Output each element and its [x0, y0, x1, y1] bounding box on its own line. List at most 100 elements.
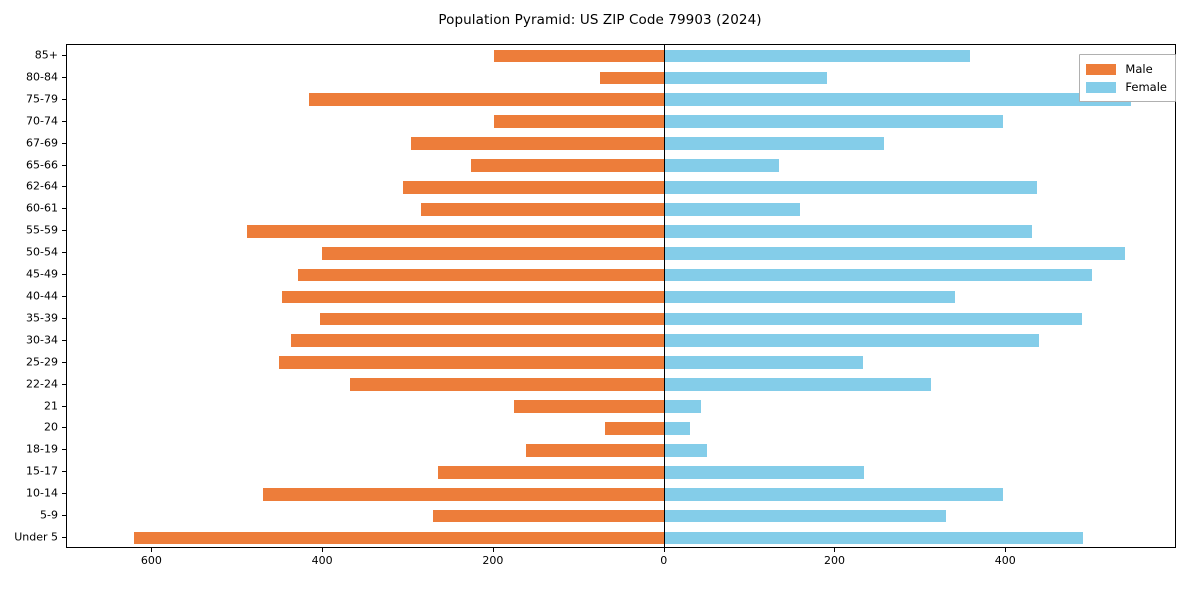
bar-male[interactable]: [403, 181, 665, 194]
bar-female[interactable]: [664, 531, 1084, 545]
bar-female[interactable]: [664, 159, 780, 172]
bar-female[interactable]: [664, 115, 1003, 129]
x-tick-mark: [663, 548, 665, 552]
bar-male[interactable]: [514, 400, 665, 413]
y-tick-label: 70-74: [26, 114, 58, 128]
x-tick-label: 200: [482, 554, 504, 567]
y-tick-label: 55-59: [26, 223, 58, 237]
x-tick-mark: [151, 548, 153, 552]
bar-female[interactable]: [664, 49, 970, 63]
y-tick-label: 22-24: [26, 377, 58, 391]
y-tick-mark: [62, 76, 66, 78]
y-tick-label: 60-61: [26, 201, 58, 215]
bar-female[interactable]: [664, 444, 708, 457]
bar-male[interactable]: [604, 422, 665, 435]
y-tick-mark: [62, 120, 66, 122]
bar-row: [67, 246, 1175, 260]
bar-female[interactable]: [664, 93, 1131, 107]
y-tick-label: 18-19: [26, 442, 58, 456]
bar-male[interactable]: [599, 71, 665, 85]
bar-male[interactable]: [525, 444, 665, 457]
y-tick-mark: [62, 515, 66, 517]
y-tick-label: 40-44: [26, 289, 58, 303]
y-tick-mark: [62, 427, 66, 429]
legend-swatch-male-icon: [1086, 63, 1117, 75]
x-tick-mark: [492, 548, 494, 552]
bar-male[interactable]: [263, 487, 665, 501]
x-tick-label: 400: [311, 554, 333, 567]
x-tick-label: 200: [823, 554, 845, 567]
y-tick-mark: [62, 230, 66, 232]
bar-male[interactable]: [133, 531, 665, 545]
bar-row: [67, 334, 1175, 348]
bar-male[interactable]: [493, 49, 665, 63]
x-tick-label: 0: [660, 554, 668, 567]
bar-female[interactable]: [664, 71, 827, 85]
bar-male[interactable]: [247, 224, 665, 238]
y-tick-label: 67-69: [26, 136, 58, 150]
bar-female[interactable]: [664, 378, 932, 391]
y-tick-mark: [62, 296, 66, 297]
bar-female[interactable]: [664, 334, 1039, 348]
y-tick-label: 50-54: [26, 245, 58, 259]
bar-male[interactable]: [411, 137, 665, 150]
bar-female[interactable]: [664, 290, 955, 304]
bar-female[interactable]: [664, 137, 885, 150]
x-tick-label: 400: [994, 554, 1016, 567]
y-tick-label: 75-79: [26, 92, 58, 106]
bar-female[interactable]: [664, 268, 1093, 282]
bar-row: [67, 465, 1175, 479]
bar-row: [67, 444, 1175, 457]
y-tick-mark: [62, 98, 66, 100]
bar-male[interactable]: [493, 115, 665, 129]
bar-female[interactable]: [664, 465, 864, 479]
bar-row: [67, 93, 1175, 107]
legend-entry-female[interactable]: Female: [1086, 78, 1167, 96]
bar-female[interactable]: [664, 509, 946, 523]
bar-female[interactable]: [664, 487, 1003, 501]
chart-legend: Male Female: [1079, 54, 1176, 102]
bar-male[interactable]: [438, 465, 665, 479]
x-tick-mark: [322, 548, 324, 552]
legend-entry-male[interactable]: Male: [1086, 60, 1167, 78]
bar-row: [67, 356, 1175, 370]
bar-male[interactable]: [322, 246, 665, 260]
y-tick-mark: [62, 339, 66, 341]
bar-female[interactable]: [664, 400, 701, 413]
bar-male[interactable]: [297, 268, 665, 282]
y-tick-label: 65-66: [26, 158, 58, 172]
bar-male[interactable]: [290, 334, 665, 348]
bar-female[interactable]: [664, 422, 691, 435]
y-tick-mark: [62, 361, 66, 363]
bar-row: [67, 71, 1175, 85]
bar-row: [67, 422, 1175, 435]
legend-label-male: Male: [1125, 62, 1153, 76]
bar-row: [67, 290, 1175, 304]
y-tick-mark: [62, 164, 66, 166]
bar-male[interactable]: [350, 378, 665, 391]
y-tick-label: 62-64: [26, 179, 58, 193]
bar-male[interactable]: [470, 159, 665, 172]
zero-axis-line: [664, 45, 666, 547]
bar-female[interactable]: [664, 312, 1083, 326]
bar-female[interactable]: [664, 202, 800, 216]
bar-female[interactable]: [664, 181, 1037, 194]
y-tick-label: Under 5: [14, 530, 58, 544]
bar-male[interactable]: [308, 93, 665, 107]
bar-row: [67, 531, 1175, 545]
y-tick-label: 35-39: [26, 311, 58, 325]
bar-male[interactable]: [421, 202, 665, 216]
bar-male[interactable]: [282, 290, 665, 304]
x-tick-mark: [834, 548, 836, 552]
y-tick-label: 85+: [34, 48, 58, 62]
bar-male[interactable]: [319, 312, 665, 326]
y-tick-mark: [62, 142, 66, 144]
bar-male[interactable]: [433, 509, 665, 523]
bar-female[interactable]: [664, 224, 1032, 238]
bar-male[interactable]: [278, 356, 665, 370]
bar-row: [67, 181, 1175, 194]
bar-female[interactable]: [664, 356, 863, 370]
x-tick-label: 600: [140, 554, 162, 567]
bar-female[interactable]: [664, 246, 1125, 260]
